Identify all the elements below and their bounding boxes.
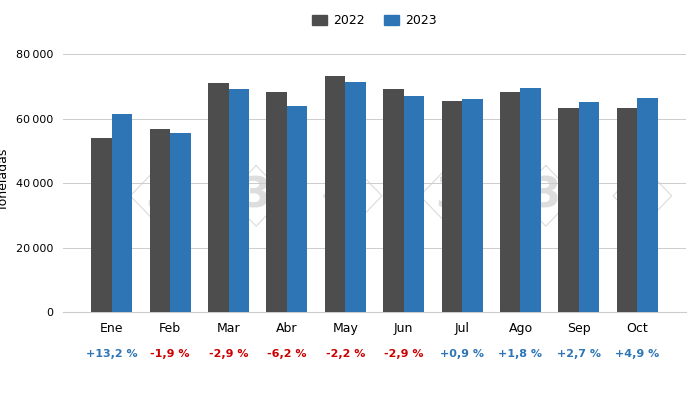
Bar bbox=[170, 133, 190, 312]
Bar bbox=[579, 102, 599, 312]
Text: +13,2 %: +13,2 % bbox=[86, 349, 138, 359]
Bar bbox=[150, 129, 170, 312]
Text: 3: 3 bbox=[145, 175, 174, 217]
Bar bbox=[267, 92, 287, 312]
Bar bbox=[384, 89, 404, 312]
Bar bbox=[112, 114, 132, 312]
Bar bbox=[462, 99, 482, 312]
Bar bbox=[617, 108, 637, 312]
Bar bbox=[500, 92, 521, 312]
Bar bbox=[404, 96, 424, 312]
Bar bbox=[325, 76, 345, 312]
Legend: 2022, 2023: 2022, 2023 bbox=[307, 9, 442, 32]
Text: -2,9 %: -2,9 % bbox=[209, 349, 248, 359]
Bar bbox=[637, 98, 658, 312]
Bar bbox=[91, 138, 112, 312]
Bar bbox=[442, 101, 462, 312]
Text: +1,8 %: +1,8 % bbox=[498, 349, 542, 359]
Bar bbox=[559, 108, 579, 312]
Text: 3: 3 bbox=[435, 175, 464, 217]
Bar bbox=[287, 106, 307, 312]
Text: +2,7 %: +2,7 % bbox=[557, 349, 601, 359]
Text: -2,9 %: -2,9 % bbox=[384, 349, 424, 359]
Text: -2,2 %: -2,2 % bbox=[326, 349, 365, 359]
Text: +0,9 %: +0,9 % bbox=[440, 349, 484, 359]
Bar bbox=[521, 88, 541, 312]
Text: +4,9 %: +4,9 % bbox=[615, 349, 659, 359]
Bar bbox=[345, 82, 365, 312]
Text: -6,2 %: -6,2 % bbox=[267, 349, 307, 359]
Text: 3: 3 bbox=[241, 175, 271, 217]
Text: 3: 3 bbox=[531, 175, 560, 217]
Y-axis label: Toneladas: Toneladas bbox=[0, 149, 10, 211]
Text: -1,9 %: -1,9 % bbox=[150, 349, 190, 359]
Bar bbox=[228, 90, 249, 312]
Bar bbox=[208, 83, 228, 312]
Text: 3: 3 bbox=[338, 175, 368, 217]
Text: 3: 3 bbox=[628, 175, 657, 217]
